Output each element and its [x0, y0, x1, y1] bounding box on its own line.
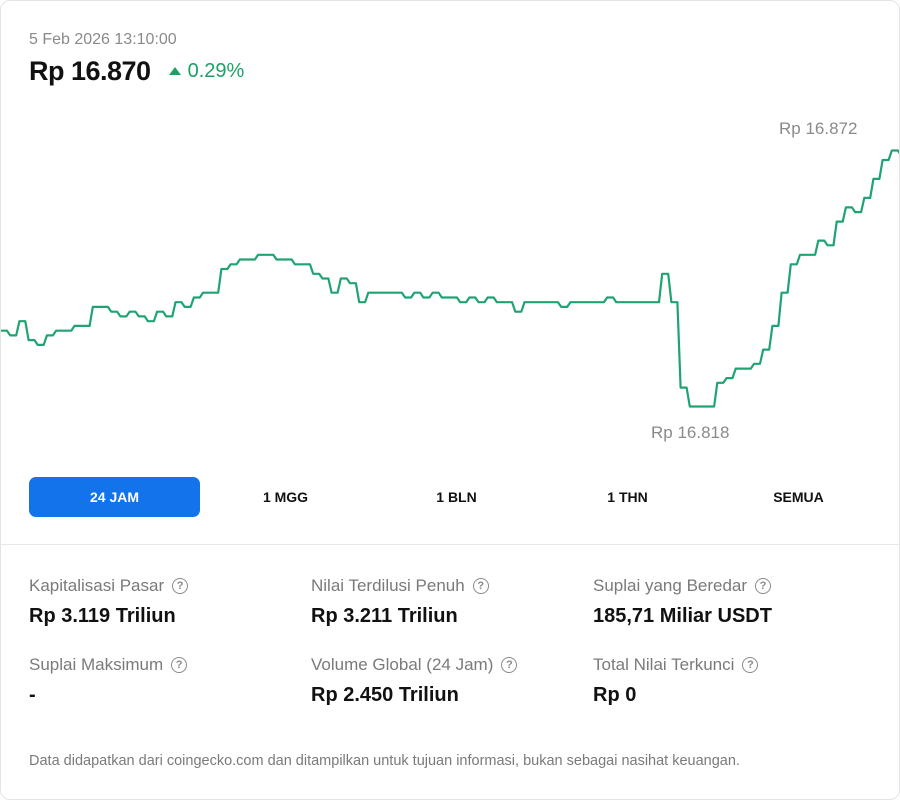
period-tab-all[interactable]: SEMUA	[773, 489, 824, 505]
divider	[1, 544, 899, 545]
stat-value: Rp 3.119 Triliun	[29, 605, 176, 627]
question-circle-icon[interactable]: ?	[742, 657, 759, 673]
stat-label: Kapitalisasi Pasar	[29, 576, 165, 595]
question-circle-icon[interactable]: ?	[472, 578, 489, 594]
question-circle-icon[interactable]: ?	[501, 657, 518, 673]
period-selector: 24 JAM 1 MGG 1 BLN 1 THN SEMUA	[29, 477, 884, 517]
chart-high-label: Rp 16.872	[779, 119, 858, 138]
stat-fully-diluted: Nilai Terdilusi Penuh? Rp 3.211 Triliun	[311, 575, 593, 628]
chart-series-line	[1, 149, 899, 408]
price-chart[interactable]	[1, 111, 900, 451]
period-tab-1y[interactable]: 1 THN	[607, 489, 648, 505]
stats-grid: Kapitalisasi Pasar? Rp 3.119 Triliun Nil…	[29, 575, 879, 707]
stat-value: Rp 3.211 Triliun	[311, 605, 458, 627]
stat-max-supply: Suplai Maksimum? -	[29, 654, 311, 707]
price-change: 0.29%	[168, 60, 245, 83]
stat-value: -	[29, 684, 36, 706]
price-row: Rp 16.870 0.29%	[29, 56, 244, 87]
stat-global-volume: Volume Global (24 Jam)? Rp 2.450 Triliun	[311, 654, 593, 707]
stat-market-cap: Kapitalisasi Pasar? Rp 3.119 Triliun	[29, 575, 311, 628]
question-circle-icon[interactable]: ?	[172, 578, 189, 594]
disclaimer: Data didapatkan dari coingecko.com dan d…	[29, 753, 740, 769]
stat-label: Nilai Terdilusi Penuh	[311, 576, 465, 595]
stat-value: Rp 0	[593, 684, 637, 706]
price-change-value: 0.29%	[187, 60, 245, 82]
current-price: Rp 16.870	[29, 56, 151, 86]
question-circle-icon[interactable]: ?	[171, 657, 188, 673]
stat-label: Volume Global (24 Jam)	[311, 655, 494, 674]
stat-label: Total Nilai Terkunci	[593, 655, 735, 674]
question-circle-icon[interactable]: ?	[755, 578, 772, 594]
stat-total-value-locked: Total Nilai Terkunci? Rp 0	[593, 654, 875, 707]
stat-label: Suplai yang Beredar	[593, 576, 748, 595]
chart-low-label: Rp 16.818	[651, 423, 730, 442]
period-tab-1w[interactable]: 1 MGG	[262, 489, 309, 505]
stat-label: Suplai Maksimum	[29, 655, 164, 674]
timestamp: 5 Feb 2026 13:10:00	[29, 31, 177, 48]
stat-circulating-supply: Suplai yang Beredar? 185,71 Miliar USDT	[593, 575, 875, 628]
period-tab-24h[interactable]: 24 JAM	[29, 477, 200, 517]
stat-value: Rp 2.450 Triliun	[311, 684, 459, 706]
triangle-up-icon	[168, 66, 181, 75]
period-tab-1m[interactable]: 1 BLN	[436, 489, 477, 505]
stat-value: 185,71 Miliar USDT	[593, 605, 772, 627]
